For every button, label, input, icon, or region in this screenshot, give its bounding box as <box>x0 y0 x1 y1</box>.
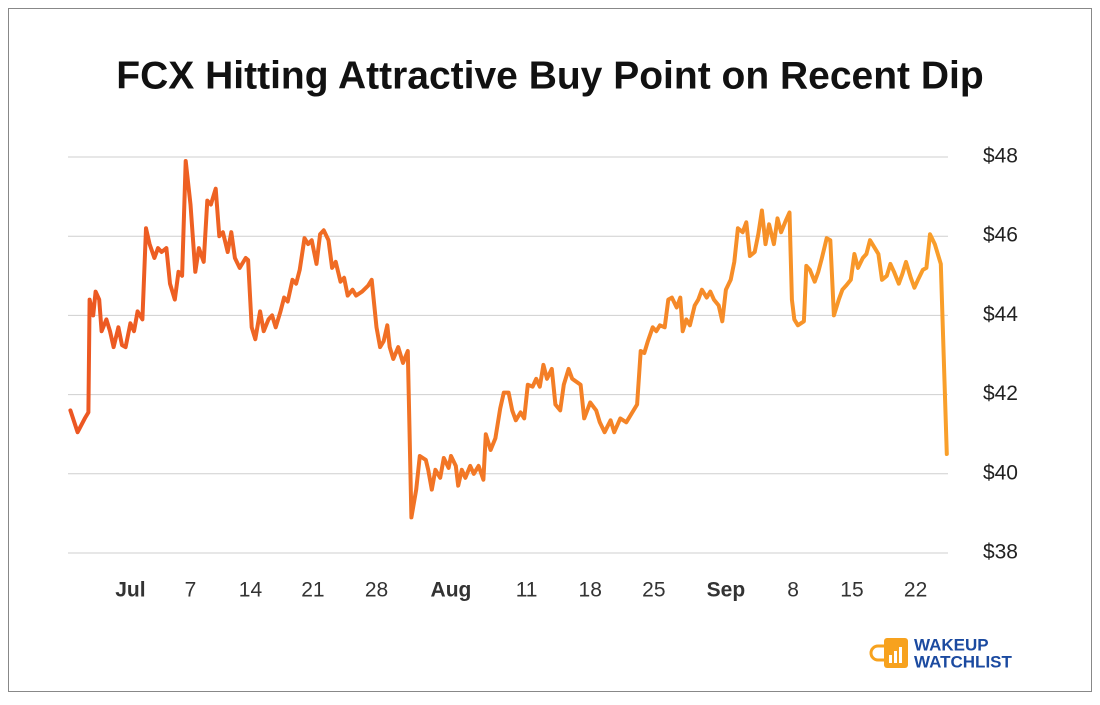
y-tick-label: $48 <box>983 145 1018 168</box>
x-tick-label: Aug <box>431 579 472 602</box>
y-tick-label: $40 <box>983 461 1018 484</box>
x-tick-label: Jul <box>115 579 145 602</box>
price-line <box>68 159 949 520</box>
y-tick-label: $38 <box>983 541 1018 564</box>
y-tick-label: $46 <box>983 224 1018 247</box>
logo-text: WAKEUP <box>914 635 989 654</box>
logo-bar <box>889 655 892 663</box>
x-tick-label: 21 <box>301 579 324 602</box>
x-tick-label: Sep <box>707 579 746 602</box>
x-tick-label: 7 <box>185 579 197 602</box>
x-tick-label: 15 <box>840 579 863 602</box>
y-tick-label: $42 <box>983 382 1018 405</box>
logo-handle <box>869 644 884 662</box>
x-tick-label: 8 <box>787 579 799 602</box>
chart-title: FCX Hitting Attractive Buy Point on Rece… <box>116 54 983 97</box>
logo-text: WATCHLIST <box>914 652 1013 671</box>
x-tick-label: 14 <box>239 579 263 602</box>
x-tick-label: 22 <box>904 579 927 602</box>
logo-bar <box>894 651 897 663</box>
logo-bar <box>899 647 902 663</box>
frame <box>8 8 1092 692</box>
y-tick-label: $44 <box>983 303 1018 326</box>
logo: WAKEUP WATCHLIST <box>869 635 1013 671</box>
x-tick-label: 18 <box>579 579 602 602</box>
x-tick-label: 11 <box>516 579 538 602</box>
x-tick-label: 28 <box>365 579 388 602</box>
x-tick-label: 25 <box>642 579 665 602</box>
